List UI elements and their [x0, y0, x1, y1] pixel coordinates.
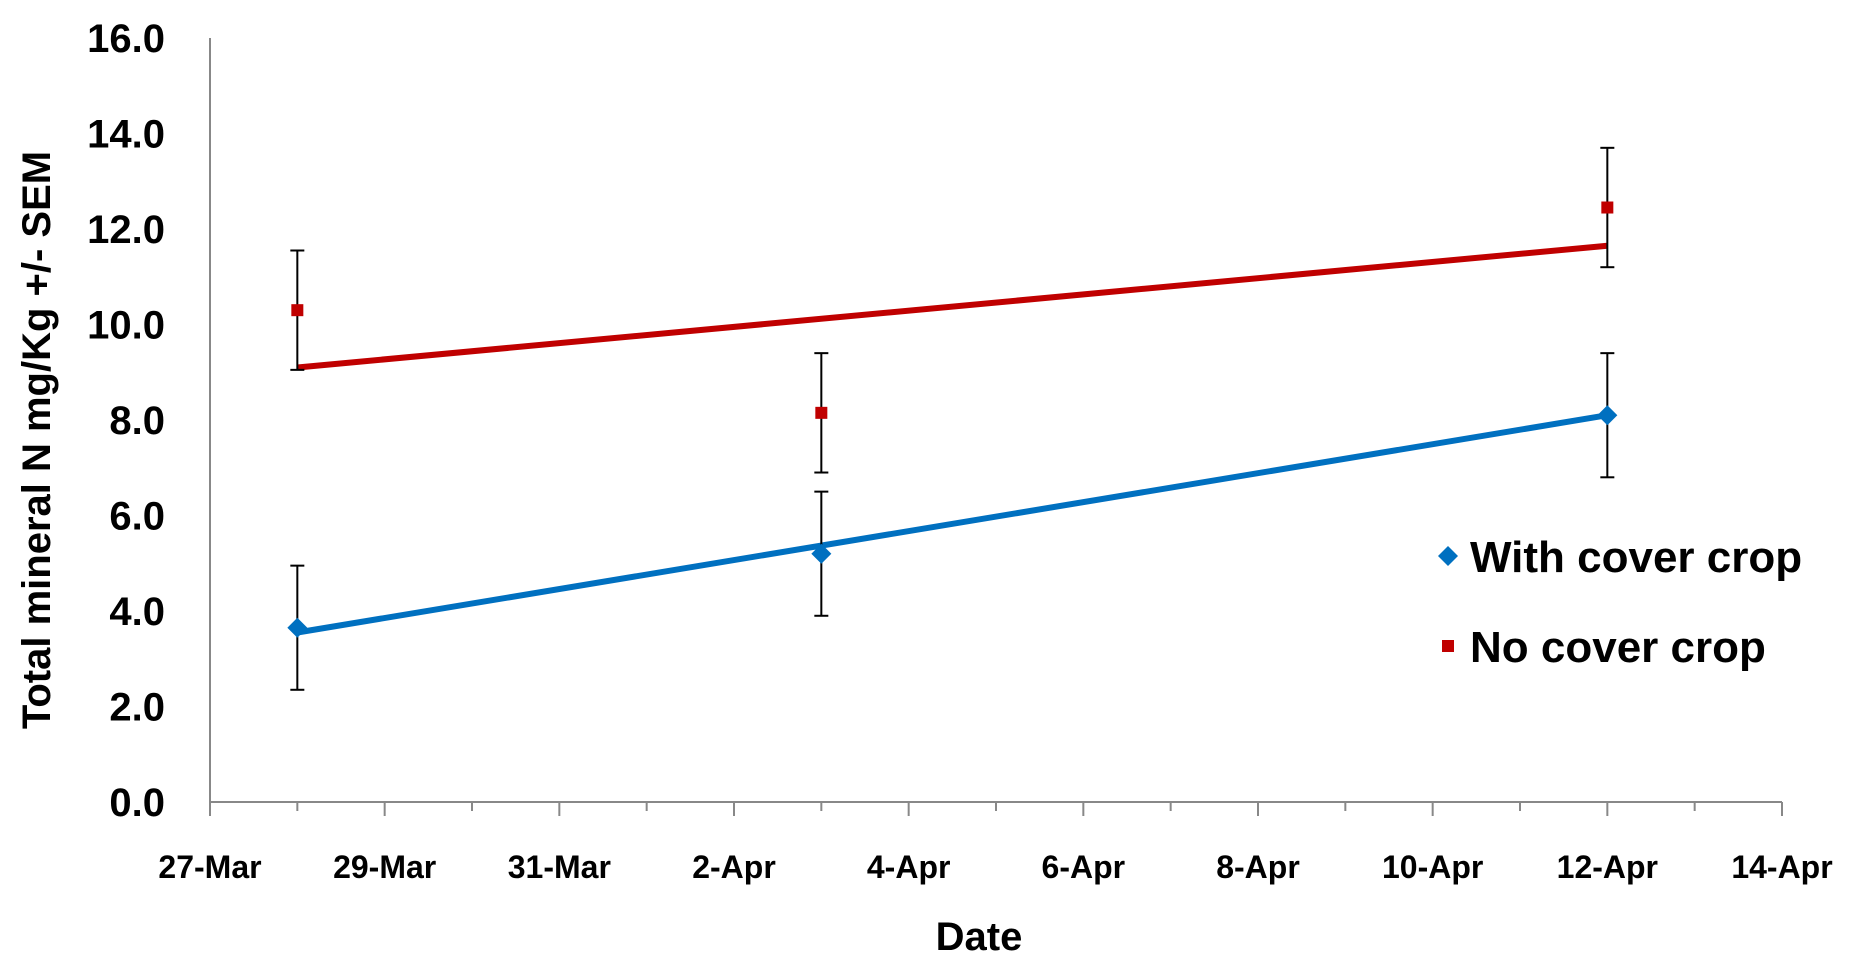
y-tick-label: 14.0 [87, 113, 165, 157]
with-cover-crop-point [287, 617, 308, 638]
with-cover-crop-trendline [296, 412, 1608, 636]
y-tick-label: 2.0 [109, 686, 165, 730]
legend-marker-square [1442, 640, 1454, 652]
y-tick-label: 10.0 [87, 304, 165, 348]
y-tick-label: 16.0 [87, 17, 165, 61]
x-tick-label: 14-Apr [1731, 849, 1832, 885]
x-tick-label: 2-Apr [692, 849, 776, 885]
x-tick-label: 29-Mar [333, 849, 436, 885]
axes [209, 38, 1783, 816]
no-cover-crop-point [291, 304, 304, 317]
legend: With cover crop No cover crop [1438, 533, 1802, 672]
x-tick-labels: 27-Mar 29-Mar 31-Mar 2-Apr 4-Apr 6-Apr 8-Apr 10… [158, 849, 1832, 885]
x-axis-label: Date [936, 915, 1023, 955]
y-axis-label: Total mineral N mg/Kg +/- SEM [15, 151, 59, 729]
x-tick-label: 4-Apr [867, 849, 951, 885]
y-tick-label: 8.0 [109, 399, 165, 443]
legend-label: With cover crop [1470, 533, 1802, 582]
x-tick-label: 10-Apr [1382, 849, 1483, 885]
x-tick-label: 27-Mar [158, 849, 261, 885]
with-cover-crop-point [811, 543, 832, 564]
x-tick-label: 8-Apr [1216, 849, 1300, 885]
no-cover-crop-trendline [297, 242, 1608, 371]
x-tick-label: 12-Apr [1557, 849, 1658, 885]
y-tick-label: 6.0 [109, 495, 165, 539]
no-cover-crop-point [1601, 201, 1614, 214]
x-tick-label: 6-Apr [1042, 849, 1126, 885]
y-tick-labels: 0.0 2.0 4.0 6.0 8.0 10.0 12.0 14.0 16.0 [87, 17, 165, 825]
y-tick-label: 0.0 [109, 781, 165, 825]
with-cover-crop-point [1597, 405, 1618, 426]
legend-label: No cover crop [1470, 623, 1766, 672]
y-tick-label: 4.0 [109, 590, 165, 634]
plot-area [287, 146, 1618, 691]
legend-marker-diamond [1438, 546, 1458, 566]
x-tick-label: 31-Mar [508, 849, 611, 885]
y-tick-label: 12.0 [87, 208, 165, 252]
no-cover-crop-point [815, 406, 828, 419]
